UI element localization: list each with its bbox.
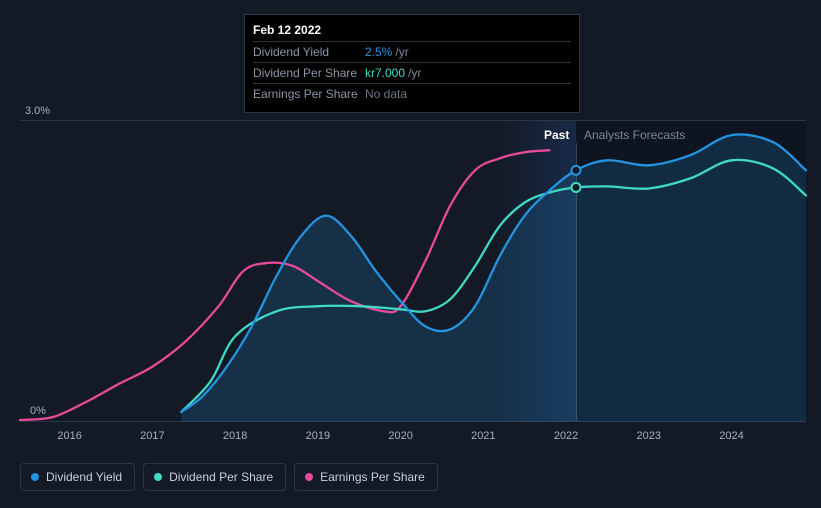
dividend-chart: Feb 12 2022 Dividend Yield 2.5% /yr Divi… [0, 0, 821, 508]
x-tick: 2023 [637, 430, 661, 442]
legend-earnings-per-share[interactable]: Earnings Per Share [294, 463, 438, 491]
tooltip-row: Earnings Per Share No data [253, 83, 571, 104]
legend-dot-icon [154, 473, 162, 481]
tooltip-suffix: /yr [395, 45, 408, 59]
legend-label: Dividend Per Share [169, 470, 273, 484]
y-axis-max: 3.0% [25, 105, 50, 117]
legend: Dividend Yield Dividend Per Share Earnin… [20, 463, 438, 491]
tooltip-label: Earnings Per Share [253, 87, 365, 101]
tooltip-row: Dividend Per Share kr7.000 /yr [253, 62, 571, 83]
x-tick: 2024 [719, 430, 743, 442]
x-tick: 2016 [57, 430, 81, 442]
legend-label: Dividend Yield [46, 470, 122, 484]
x-tick: 2019 [306, 430, 330, 442]
tooltip-date: Feb 12 2022 [253, 21, 571, 41]
legend-dividend-yield[interactable]: Dividend Yield [20, 463, 135, 491]
tooltip-value: No data [365, 87, 407, 101]
tooltip-row: Dividend Yield 2.5% /yr [253, 41, 571, 62]
tooltip-label: Dividend Yield [253, 45, 365, 59]
x-tick: 2020 [388, 430, 412, 442]
tooltip-suffix: /yr [408, 66, 421, 80]
legend-dot-icon [31, 473, 39, 481]
marker-dividend-yield [571, 166, 580, 175]
chart-svg [20, 120, 806, 422]
tooltip-label: Dividend Per Share [253, 66, 365, 80]
x-tick: 2018 [223, 430, 247, 442]
chart-tooltip: Feb 12 2022 Dividend Yield 2.5% /yr Divi… [244, 14, 580, 113]
legend-dividend-per-share[interactable]: Dividend Per Share [143, 463, 286, 491]
legend-label: Earnings Per Share [320, 470, 425, 484]
x-tick: 2022 [554, 430, 578, 442]
legend-dot-icon [305, 473, 313, 481]
tooltip-value: 2.5% [365, 45, 392, 59]
x-tick: 2021 [471, 430, 495, 442]
marker-dividend-per-share [571, 183, 580, 192]
x-tick: 2017 [140, 430, 164, 442]
tooltip-value: kr7.000 [365, 66, 405, 80]
